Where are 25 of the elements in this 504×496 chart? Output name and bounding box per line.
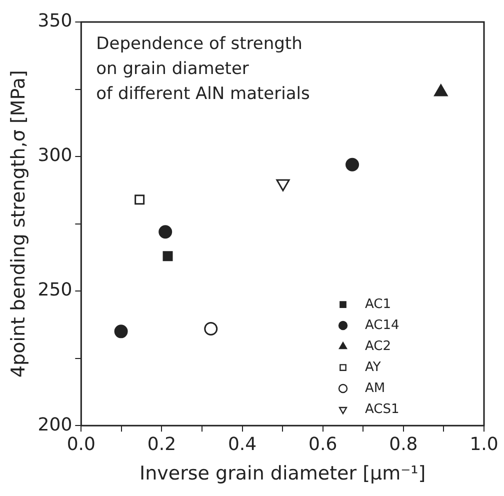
x-tick-label: 0.0	[66, 434, 96, 456]
point	[346, 158, 360, 172]
legend-label: AY	[365, 360, 381, 375]
x-tick-label: 0.2	[147, 434, 176, 456]
legend-label: AC2	[365, 338, 392, 354]
point	[204, 322, 218, 336]
x-tick-label: 0.8	[389, 434, 418, 456]
legend-label: AM	[365, 380, 386, 396]
x-axis-title: Inverse grain diameter [μm⁻¹]	[140, 462, 426, 485]
point	[162, 251, 173, 262]
y-tick-label: 250	[38, 280, 72, 301]
x-tick-label: 0.6	[308, 434, 338, 456]
point	[134, 194, 145, 205]
y-tick-label: 300	[38, 145, 72, 166]
x-tick-label: 1.0	[470, 434, 498, 456]
y-tick-label: 200	[38, 414, 72, 436]
legend-label: ACS1	[365, 402, 400, 417]
x-tick-label: 0.4	[228, 434, 257, 456]
y-tick-label: 350	[38, 10, 72, 32]
point	[158, 225, 172, 239]
y-axis-title: 4point bending strength,σ [MPa]	[7, 70, 30, 378]
annotation: Dependence of strength on grain diameter of different AlN materials	[96, 34, 310, 104]
point	[114, 324, 128, 338]
legend-label: AC1	[365, 296, 392, 312]
legend-label: AC14	[365, 318, 400, 333]
